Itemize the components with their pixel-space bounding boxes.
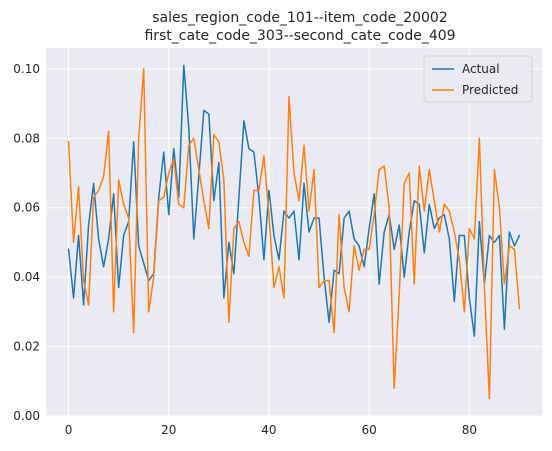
plot-area (46, 48, 542, 416)
chart-title-line-1: sales_region_code_101--item_code_20002 (152, 10, 447, 26)
x-tick-label: 40 (261, 423, 276, 437)
x-tick-label: 80 (462, 423, 477, 437)
series-line-predicted (67, 68, 521, 400)
x-tick-label: 60 (362, 423, 377, 437)
y-tick-label: 0.00 (13, 409, 40, 423)
series-lines (67, 64, 521, 400)
x-tick-label: 20 (161, 423, 176, 437)
y-tick-label: 0.08 (13, 131, 40, 145)
legend: Actual Predicted (423, 55, 533, 103)
y-tick-label: 0.04 (13, 270, 40, 284)
legend-label-actual: Actual (462, 62, 500, 76)
x-tick-label: 0 (65, 423, 73, 437)
y-axis-tick-labels: 0.00 0.02 0.04 0.06 0.08 0.10 (13, 62, 40, 423)
chart-title-line-2: first_cate_code_303--second_cate_code_40… (144, 28, 455, 44)
series-line-actual (67, 64, 521, 337)
y-tick-label: 0.10 (13, 62, 40, 76)
x-axis-tick-labels: 0 20 40 60 80 (65, 423, 477, 437)
y-tick-label: 0.02 (13, 340, 40, 354)
legend-label-predicted: Predicted (462, 83, 518, 97)
y-tick-label: 0.06 (13, 201, 40, 215)
